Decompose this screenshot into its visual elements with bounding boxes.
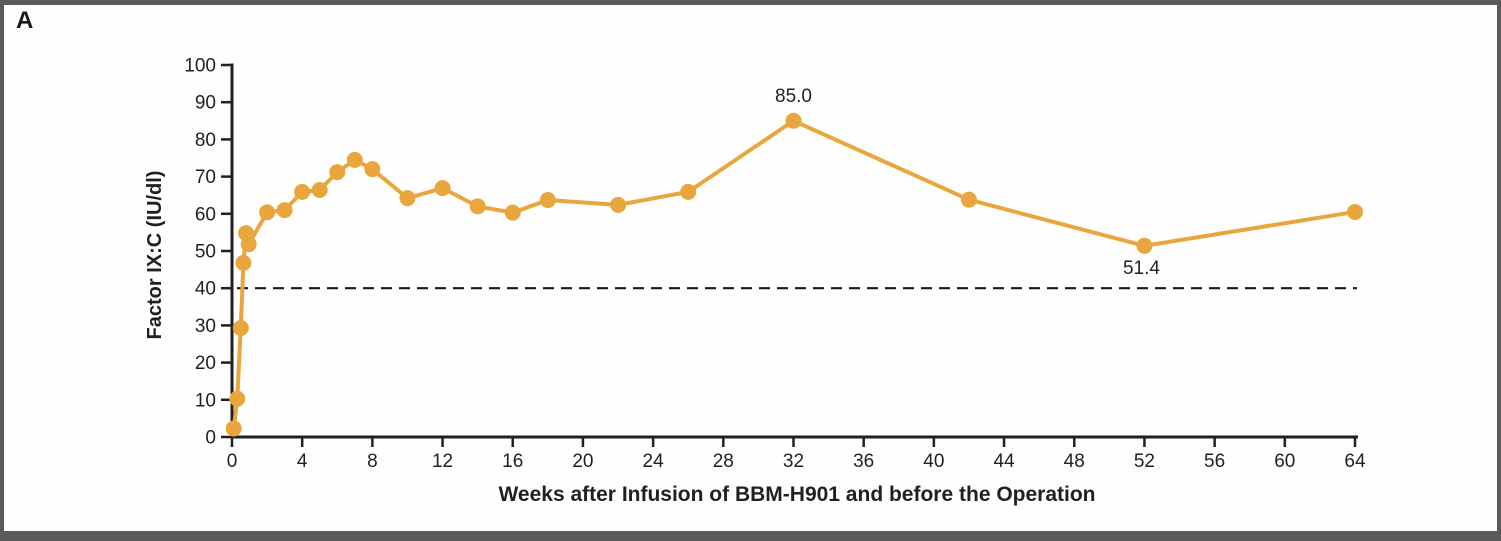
- y-tick-label: 30: [195, 316, 216, 337]
- x-tick-label: 44: [993, 451, 1015, 472]
- data-point: [539, 192, 556, 209]
- data-point: [504, 204, 521, 221]
- y-tick-label: 20: [195, 353, 216, 374]
- x-tick-label: 24: [643, 451, 665, 472]
- y-tick-label: 70: [195, 167, 216, 188]
- data-point: [329, 164, 346, 181]
- data-point: [225, 420, 242, 437]
- data-point: [1347, 203, 1363, 220]
- y-tick-label: 50: [195, 242, 216, 263]
- y-tick-label: 100: [184, 56, 216, 77]
- y-axis-title: Factor IX:C (IU/dl): [144, 170, 166, 340]
- x-tick-label: 60: [1274, 451, 1295, 472]
- y-tick-label: 80: [195, 130, 216, 151]
- data-point: [232, 320, 249, 337]
- data-point: [294, 183, 311, 200]
- data-point: [610, 196, 627, 213]
- x-tick-label: 32: [783, 451, 804, 472]
- data-point: [229, 390, 246, 407]
- data-point: [469, 198, 486, 215]
- x-tick-label: 40: [923, 451, 944, 472]
- data-point: [364, 161, 381, 178]
- data-point: [259, 204, 276, 221]
- x-tick-label: 16: [502, 451, 523, 472]
- series-line: [231, 118, 1357, 431]
- data-point: [960, 191, 977, 208]
- data-point: [346, 151, 363, 168]
- data-point: [434, 180, 451, 197]
- x-tick-label: 48: [1064, 451, 1085, 472]
- x-tick-label: 8: [367, 451, 378, 472]
- data-point: [240, 236, 257, 253]
- x-tick-label: 0: [227, 451, 238, 472]
- x-tick-label: 20: [572, 451, 593, 472]
- x-tick-label: 28: [713, 451, 734, 472]
- data-point: [311, 181, 328, 198]
- x-tick-label: 52: [1134, 451, 1155, 472]
- y-tick-label: 90: [195, 93, 216, 114]
- data-point: [1136, 237, 1153, 254]
- x-tick-label: 12: [432, 451, 453, 472]
- y-tick-label: 0: [205, 428, 216, 449]
- data-point: [785, 112, 802, 129]
- point-annotation: 85.0: [775, 85, 812, 107]
- panel-label: A: [16, 7, 34, 34]
- point-annotation: 51.4: [1122, 257, 1160, 279]
- y-tick-label: 10: [195, 390, 216, 411]
- x-tick-label: 64: [1344, 451, 1366, 472]
- data-point: [276, 202, 293, 219]
- y-tick-label: 60: [195, 204, 216, 225]
- data-point: [680, 183, 697, 200]
- x-tick-label: 4: [297, 451, 308, 472]
- data-point: [399, 190, 416, 207]
- x-axis-title: Weeks after Infusion of BBM-H901 and bef…: [498, 483, 1096, 506]
- y-tick-label: 40: [195, 279, 216, 300]
- x-tick-label: 56: [1204, 451, 1225, 472]
- x-tick-label: 36: [853, 451, 874, 472]
- data-point: [235, 254, 252, 271]
